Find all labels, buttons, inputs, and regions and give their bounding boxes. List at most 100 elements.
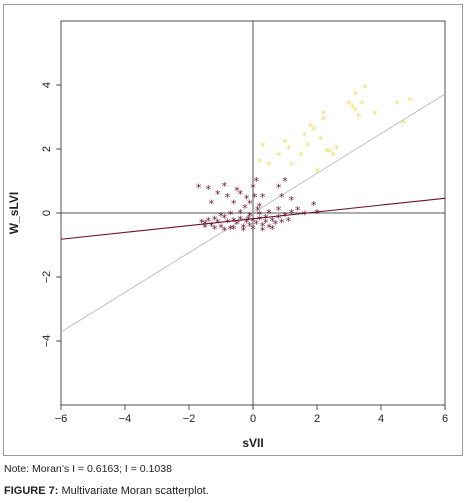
point-maroon: * (282, 210, 288, 223)
point-maroon: * (245, 213, 251, 226)
point-maroon: * (301, 209, 307, 222)
point-maroon: * (266, 221, 272, 234)
point-maroon: * (225, 217, 231, 230)
regression-line-grey (60, 93, 446, 333)
point-maroon: * (244, 193, 250, 206)
point-maroon: * (279, 217, 285, 230)
point-yellow: * (359, 98, 365, 111)
point-maroon: * (253, 218, 259, 231)
regression-lines (60, 93, 446, 333)
x-axis-title: sVII (242, 436, 263, 450)
caption-text: Multivariate Moran scatterplot. (58, 485, 209, 497)
point-maroon: * (247, 197, 253, 210)
point-maroon: * (228, 209, 234, 222)
caption-label: FIGURE 7: (4, 485, 59, 497)
figure-note: Note: Moran’s I = 0.6163; I = 0.1038 (4, 463, 172, 475)
point-maroon: * (257, 209, 263, 222)
point-maroon: * (202, 221, 208, 234)
point-maroon: * (209, 197, 215, 210)
point-yellow: * (308, 121, 314, 134)
point-maroon: * (212, 213, 218, 226)
point-maroon: * (253, 175, 259, 188)
point-maroon: * (252, 191, 258, 204)
point-maroon: * (279, 191, 285, 204)
point-maroon: * (250, 181, 256, 194)
y-tick-label: 4 (41, 82, 53, 88)
point-maroon: * (257, 213, 263, 226)
y-tick-label: −4 (41, 335, 53, 348)
point-maroon: * (247, 220, 253, 233)
point-maroon: * (218, 210, 224, 223)
x-tick-label: −6 (55, 413, 68, 425)
x-tick-label: 4 (378, 413, 384, 425)
point-maroon: * (241, 221, 247, 234)
point-maroon: * (215, 217, 221, 230)
point-maroon: * (212, 223, 218, 236)
point-maroon: * (228, 223, 234, 236)
point-maroon: * (247, 210, 253, 223)
point-maroon: * (215, 188, 221, 201)
figure-caption: FIGURE 7: Multivariate Moran scatterplot… (4, 485, 209, 497)
point-maroon: * (276, 204, 282, 217)
point-maroon: * (231, 215, 237, 228)
point-maroon: * (250, 215, 256, 228)
point-maroon: * (311, 199, 317, 212)
point-maroon: * (202, 218, 208, 231)
point-yellow: * (301, 130, 307, 143)
point-yellow: * (349, 101, 355, 114)
point-yellow: * (317, 133, 323, 146)
point-yellow: * (321, 108, 327, 121)
point-maroon: * (231, 197, 237, 210)
point-maroon: * (218, 221, 224, 234)
point-yellow: * (372, 108, 378, 121)
point-maroon: * (257, 201, 263, 214)
point-maroon: * (263, 217, 269, 230)
point-yellow: * (362, 82, 368, 95)
point-maroon: * (209, 220, 215, 233)
point-maroon: * (242, 202, 248, 215)
point-maroon: * (260, 220, 266, 233)
point-yellow: * (311, 124, 317, 137)
point-maroon: * (221, 225, 227, 238)
point-yellow: * (407, 95, 413, 108)
point-maroon: * (276, 181, 282, 194)
figure-frame: −6 −4 −2 0 2 4 6 −4 −2 0 2 4 * * * * * * * * * * * * * * * * * * * * * *… (3, 4, 463, 456)
point-maroon: * (282, 175, 288, 188)
point-maroon: * (260, 225, 266, 238)
point-maroon: * (234, 185, 240, 198)
x-tick-label: −4 (119, 413, 132, 425)
point-maroon: * (225, 191, 231, 204)
point-yellow: * (327, 146, 333, 159)
point-yellow: * (276, 149, 282, 162)
point-maroon: * (285, 215, 291, 228)
x-tick-label: 6 (442, 413, 448, 425)
y-tick-label: 2 (41, 146, 53, 152)
y-axis-title: W_sLVI (7, 192, 21, 234)
point-maroon: * (237, 213, 243, 226)
point-maroon: * (276, 212, 282, 225)
point-yellow: * (266, 159, 272, 172)
point-yellow: * (321, 114, 327, 127)
point-yellow: * (353, 105, 359, 118)
point-maroon: * (263, 212, 269, 225)
point-maroon: * (255, 204, 261, 217)
point-yellow: * (346, 98, 352, 111)
x-tick-label: 0 (250, 413, 256, 425)
point-maroon: * (273, 218, 279, 231)
point-maroon: * (295, 204, 301, 217)
point-maroon: * (196, 181, 202, 194)
point-yellow: * (285, 143, 291, 156)
y-tick-label: 0 (41, 210, 53, 216)
point-maroon: * (314, 207, 320, 220)
point-maroon: * (199, 217, 205, 230)
point-yellow: * (257, 156, 263, 169)
point-maroon: * (260, 191, 266, 204)
point-yellow: * (353, 89, 359, 102)
point-yellow: * (289, 159, 295, 172)
point-yellow: * (401, 117, 407, 130)
point-yellow: * (305, 140, 311, 153)
point-maroon: * (221, 212, 227, 225)
point-maroon: * (231, 223, 237, 236)
point-maroon: * (250, 223, 256, 236)
